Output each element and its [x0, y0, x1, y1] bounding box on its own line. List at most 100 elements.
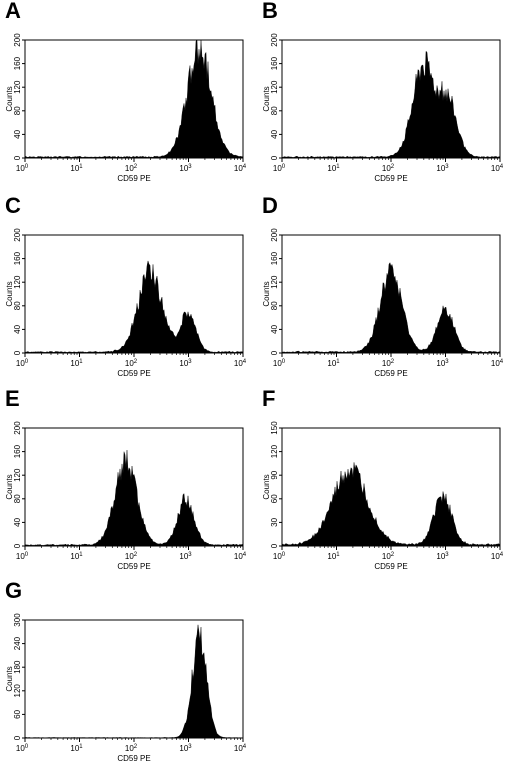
x-axis-label: CD59 PE [117, 754, 150, 763]
x-tick-base: 10 [382, 359, 391, 368]
x-tick-label: 103 [179, 164, 192, 173]
x-tick-exp: 1 [336, 359, 340, 365]
x-tick-exp: 3 [188, 164, 192, 170]
x-tick-exp: 3 [188, 552, 192, 558]
y-tick-label: 60 [13, 709, 22, 718]
y-tick-label: 40 [13, 517, 22, 526]
plot-frame [281, 39, 501, 159]
x-tick-label: 101 [70, 744, 83, 753]
x-tick-exp: 2 [134, 744, 138, 750]
x-tick-exp: 2 [134, 164, 138, 170]
y-tick-label: 120 [13, 275, 22, 289]
x-tick-label: 100 [16, 744, 29, 753]
y-tick-label: 0 [13, 735, 22, 740]
x-tick-base: 10 [273, 164, 282, 173]
histogram-fill [281, 462, 501, 547]
x-tick-label: 103 [179, 744, 192, 753]
x-tick-exp: 2 [134, 552, 138, 558]
y-axis-label: Counts [5, 666, 14, 691]
x-tick-exp: 4 [500, 552, 504, 558]
x-tick-label: 102 [125, 164, 138, 173]
y-tick-label: 160 [13, 56, 22, 70]
x-tick-label: 102 [125, 744, 138, 753]
x-tick-base: 10 [491, 552, 500, 561]
x-tick-label: 103 [179, 552, 192, 561]
x-tick-base: 10 [491, 164, 500, 173]
x-tick-label: 100 [16, 359, 29, 368]
x-tick-label: 100 [273, 552, 286, 561]
y-tick-label: 200 [270, 33, 279, 47]
histogram-panel: 0 40 80 120 160 200 100 101 102 103 104 CD59 PE Coun… [262, 195, 520, 390]
y-tick-label: 0 [270, 543, 279, 548]
x-tick-base: 10 [179, 744, 188, 753]
x-tick-label: 101 [70, 552, 83, 561]
x-tick-base: 10 [382, 164, 391, 173]
panel-letter: B [262, 0, 278, 23]
x-tick-base: 10 [327, 164, 336, 173]
x-tick-label: 102 [382, 164, 395, 173]
x-tick-label: 101 [70, 359, 83, 368]
y-tick-label: 80 [13, 106, 22, 115]
x-tick-exp: 2 [134, 359, 138, 365]
y-tick-label: 80 [13, 301, 22, 310]
x-tick-label: 103 [179, 359, 192, 368]
x-tick-exp: 1 [79, 744, 83, 750]
x-axis-label: CD59 PE [374, 562, 407, 571]
y-tick-label: 0 [270, 155, 279, 160]
x-tick-label: 104 [491, 359, 504, 368]
x-tick-exp: 4 [243, 359, 247, 365]
x-tick-exp: 0 [282, 164, 286, 170]
panel-letter: A [5, 0, 21, 23]
x-tick-exp: 3 [445, 359, 449, 365]
x-tick-base: 10 [234, 359, 243, 368]
x-tick-label: 103 [436, 359, 449, 368]
y-tick-label: 200 [13, 228, 22, 242]
x-tick-base: 10 [179, 552, 188, 561]
histogram-panel: 0 40 80 120 160 200 100 101 102 103 104 CD59 PE Coun… [5, 388, 263, 583]
x-tick-base: 10 [273, 552, 282, 561]
x-tick-base: 10 [234, 552, 243, 561]
y-tick-label: 300 [13, 613, 22, 627]
y-tick-label: 120 [270, 80, 279, 94]
x-tick-base: 10 [16, 552, 25, 561]
x-tick-base: 10 [179, 164, 188, 173]
x-tick-base: 10 [436, 164, 445, 173]
x-tick-exp: 4 [243, 552, 247, 558]
y-tick-label: 120 [13, 468, 22, 482]
x-tick-base: 10 [382, 552, 391, 561]
x-tick-exp: 1 [79, 552, 83, 558]
y-tick-label: 160 [270, 56, 279, 70]
y-tick-label: 240 [13, 636, 22, 650]
y-tick-label: 0 [270, 350, 279, 355]
x-tick-base: 10 [70, 552, 79, 561]
histogram-panel: 0 40 80 120 160 200 100 101 102 103 104 CD59 PE Coun… [262, 0, 520, 195]
x-tick-exp: 3 [188, 359, 192, 365]
x-tick-label: 101 [327, 552, 340, 561]
x-tick-base: 10 [70, 744, 79, 753]
y-tick-label: 120 [13, 80, 22, 94]
x-tick-label: 104 [491, 164, 504, 173]
x-tick-exp: 1 [79, 164, 83, 170]
x-tick-base: 10 [327, 552, 336, 561]
x-tick-base: 10 [125, 164, 134, 173]
y-tick-label: 40 [13, 324, 22, 333]
y-tick-label: 40 [270, 324, 279, 333]
x-tick-exp: 2 [391, 359, 395, 365]
x-tick-label: 100 [16, 164, 29, 173]
x-axis-label: CD59 PE [374, 369, 407, 378]
x-tick-exp: 0 [25, 164, 29, 170]
x-tick-label: 104 [234, 359, 247, 368]
histogram-fill [281, 50, 501, 159]
y-axis-label: Counts [5, 281, 14, 306]
y-tick-label: 200 [13, 421, 22, 435]
x-axis-label: CD59 PE [117, 174, 150, 183]
y-tick-label: 200 [270, 228, 279, 242]
x-tick-label: 101 [327, 359, 340, 368]
y-tick-label: 120 [270, 275, 279, 289]
x-tick-label: 104 [234, 744, 247, 753]
y-tick-label: 30 [270, 517, 279, 526]
y-axis-label: Counts [262, 474, 271, 499]
